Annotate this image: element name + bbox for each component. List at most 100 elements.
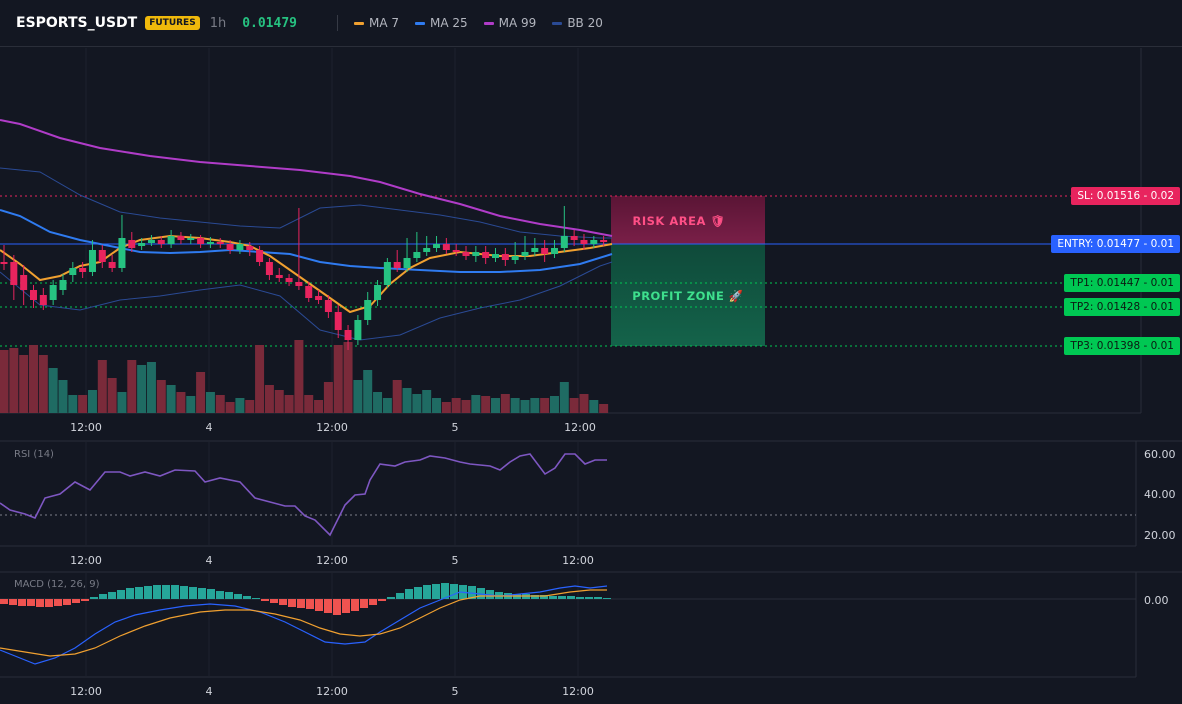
legend-bb20[interactable]: BB 20 — [552, 16, 603, 30]
candle-body — [206, 242, 214, 244]
macd-histogram-bar — [243, 596, 251, 599]
volume-bar — [225, 402, 235, 413]
macd-histogram-bar — [531, 595, 539, 599]
symbol-name[interactable]: ESPORTS_USDT — [16, 15, 138, 31]
time-label: 4 — [206, 421, 213, 434]
time-label: 12:00 — [70, 421, 102, 434]
macd-histogram-bar — [549, 596, 557, 599]
macd-histogram-bar — [378, 599, 386, 601]
ma99-swatch-icon — [483, 21, 494, 25]
time-label: 12:00 — [564, 421, 596, 434]
candle-body — [197, 238, 205, 244]
volume-bar — [343, 342, 353, 413]
legend-ma99[interactable]: MA 99 — [483, 16, 536, 30]
macd-histogram-bar — [198, 588, 206, 599]
candle-body — [393, 262, 401, 268]
macd-histogram-bar — [252, 598, 260, 599]
candle-body — [305, 286, 313, 298]
macd-histogram-bar — [594, 597, 602, 599]
profit-zone[interactable] — [611, 244, 765, 346]
volume-bar — [530, 398, 540, 413]
volume-bar — [205, 392, 215, 413]
entry-tag[interactable]: ENTRY: 0.01477 - 0.01 — [1051, 235, 1180, 253]
volume-bar — [87, 390, 97, 413]
tp2-tag[interactable]: TP2: 0.01428 - 0.01 — [1064, 298, 1180, 316]
volume-bar — [255, 345, 265, 413]
macd-histogram-bar — [171, 585, 179, 599]
candle-body — [88, 250, 96, 272]
macd-histogram-bar — [279, 599, 287, 605]
candle-body — [20, 275, 28, 290]
risk-area-zone[interactable] — [611, 196, 765, 244]
candle-body — [246, 246, 254, 250]
macd-histogram-bar — [387, 597, 395, 599]
macd-histogram — [0, 583, 611, 615]
candle-body — [118, 238, 126, 268]
chart-header: ESPORTS_USDT FUTURES 1h 0.01479 MA 7 MA … — [0, 0, 1182, 47]
candle-body — [275, 275, 283, 278]
volume-bar — [235, 398, 245, 413]
macd-histogram-bar — [72, 599, 80, 603]
candle-body — [315, 296, 323, 300]
vertical-grid — [85, 48, 579, 677]
candle-body — [413, 252, 421, 258]
candlesticks[interactable] — [0, 206, 608, 350]
time-label: 12:00 — [316, 554, 348, 567]
candle-body — [452, 250, 460, 252]
candle-body — [187, 238, 195, 240]
volume-bar — [333, 345, 343, 413]
volume-bar — [137, 365, 147, 413]
macd-histogram-bar — [441, 583, 449, 599]
candle-body — [531, 248, 539, 252]
volume-bar — [19, 355, 29, 413]
volume-bar — [520, 400, 530, 413]
legend-ma25[interactable]: MA 25 — [415, 16, 468, 30]
tp3-tag[interactable]: TP3: 0.01398 - 0.01 — [1064, 337, 1180, 355]
tp1-tag[interactable]: TP1: 0.01447 - 0.01 — [1064, 274, 1180, 292]
volume-bar — [166, 385, 176, 413]
macd-histogram-bar — [432, 584, 440, 599]
macd-histogram-bar — [126, 588, 134, 599]
macd-histogram-bar — [216, 591, 224, 599]
profit-zone-label: PROFIT ZONE 🚀 — [632, 289, 744, 303]
macd-tick: 0.00 — [1144, 594, 1169, 607]
candle-body — [177, 236, 185, 240]
macd-histogram-bar — [423, 585, 431, 599]
timeframe-label[interactable]: 1h — [209, 15, 227, 31]
macd-histogram-bar — [261, 599, 269, 601]
macd-histogram-bar — [234, 594, 242, 599]
macd-histogram-bar — [585, 597, 593, 599]
macd-histogram-bar — [405, 589, 413, 599]
macd-histogram-bar — [414, 587, 422, 599]
candle-body — [98, 250, 106, 262]
volume-bar — [579, 394, 589, 413]
legend-ma25-label: MA 25 — [430, 16, 468, 30]
candle-body — [492, 254, 499, 258]
macd-histogram-bar — [135, 587, 143, 599]
macd-line — [0, 585, 608, 665]
volume-bar — [422, 390, 432, 413]
macd-histogram-bar — [63, 599, 71, 605]
candle-body — [442, 244, 450, 250]
macd-histogram-bar — [144, 586, 152, 599]
header-divider — [337, 15, 338, 31]
time-label: 4 — [206, 554, 213, 567]
ma7-swatch-icon — [354, 21, 364, 25]
sl-tag[interactable]: SL: 0.01516 - 0.02 — [1071, 187, 1180, 205]
legend-ma7[interactable]: MA 7 — [354, 16, 399, 30]
volume-bar — [314, 400, 324, 413]
futures-badge: FUTURES — [145, 16, 200, 30]
candle-body — [600, 240, 608, 242]
candle-body — [0, 262, 8, 264]
volume-bar — [274, 390, 284, 413]
volume-bar — [392, 380, 402, 413]
macd-histogram-bar — [297, 599, 305, 608]
rsi-line — [0, 453, 607, 537]
volume-bar — [156, 380, 166, 413]
candle-body — [511, 256, 519, 260]
candle-body — [344, 330, 352, 340]
volume-bar — [215, 395, 225, 413]
volume-bar — [284, 395, 294, 413]
candle-body — [482, 252, 490, 258]
